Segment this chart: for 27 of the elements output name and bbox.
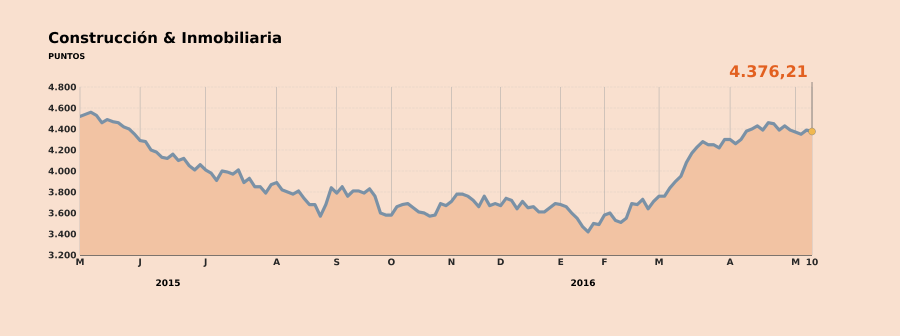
x-tick-label: E [558, 258, 564, 266]
x-tick-label: J [138, 258, 141, 267]
text: 2016 [571, 279, 596, 286]
x-tick-label: A [273, 258, 280, 266]
y-tick-label: 3.600 [48, 210, 76, 216]
text: 2015 [156, 279, 180, 286]
x-tick-label: M [76, 258, 84, 266]
x-tick-label: D [498, 258, 504, 266]
y-tick-label: 4.800 [48, 84, 76, 90]
x-tick-label: O [388, 258, 395, 266]
annotation: 4.376,21 [730, 65, 807, 80]
x-tick-label: N [448, 258, 454, 266]
x-tick-label: M [655, 258, 663, 266]
x-tick-label: J [203, 258, 206, 267]
chart-title: Construcción & Inmobiliaria [48, 31, 281, 44]
y-tick-label: 3.200 [48, 252, 76, 258]
y-tick-label: 3.400 [48, 230, 76, 238]
y-tick-label: 4.400 [48, 126, 76, 132]
x-tick-label: M [792, 258, 800, 266]
x-tick-label: A [726, 258, 734, 266]
y-tick-label: 4.600 [48, 104, 76, 112]
x-tick-label: S [334, 258, 340, 266]
x-tick-label: F [602, 258, 607, 266]
y-tick-label: 3.800 [48, 188, 76, 196]
y-tick-label: 4.000 [48, 168, 76, 174]
x-tick-label: 10 [806, 258, 818, 266]
y-tick-label: 4.200 [48, 146, 76, 154]
